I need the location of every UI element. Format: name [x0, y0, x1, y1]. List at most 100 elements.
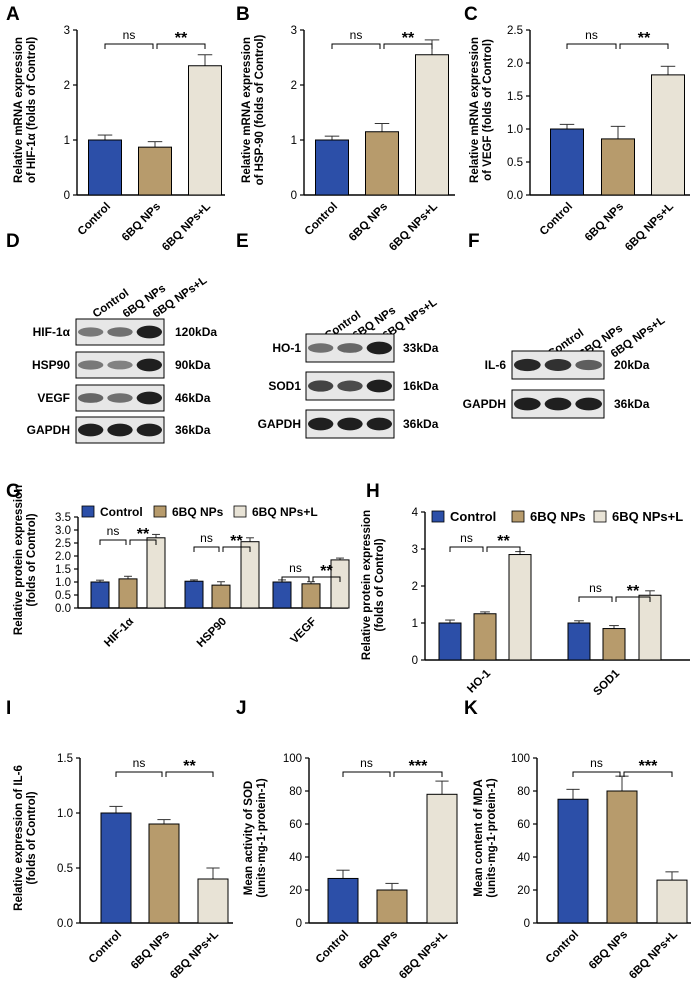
sig-label: **: [320, 563, 333, 580]
blot-band: [366, 379, 393, 393]
y-axis-title: Relative expression of IL-6(folds of Con…: [13, 765, 38, 911]
panel-letter-b: B: [236, 4, 250, 25]
blot-band: [308, 380, 334, 392]
y-axis-title-line: (folds of Control): [26, 513, 38, 606]
sig-bracket: [486, 546, 521, 552]
y-tick-label: 40: [289, 852, 302, 864]
blot-band: [575, 359, 603, 371]
chart-panel-k: 0 20 40 60 80 100 Mean content of MDA(units·mg…: [473, 753, 691, 982]
sig-bracket: [104, 43, 154, 49]
y-tick-label: 1.5: [55, 564, 71, 576]
bar: [138, 146, 172, 196]
sig-bracket: [572, 771, 621, 777]
blot-band: [366, 417, 393, 431]
x-tick-label: HO-1: [465, 667, 493, 695]
sig-bracket: [312, 576, 341, 582]
blot-band: [575, 397, 603, 411]
x-tick-label: 6BQ NPs: [357, 929, 400, 972]
blot-band: [107, 327, 133, 337]
y-axis-title-line: (units·mg-1·protein-1): [486, 778, 498, 898]
sig-label: ***: [409, 758, 428, 775]
sig-bracket: [393, 771, 443, 777]
sig-label: ns: [289, 561, 302, 575]
y-tick-label: 20: [517, 885, 530, 897]
blot-lane-label: 6BQ NPs+L: [609, 315, 667, 361]
sig-bracket: [566, 43, 617, 49]
panel-letter-j: J: [236, 698, 247, 719]
blot-row-label: HO-1: [272, 341, 301, 355]
x-tick-label: Control: [538, 201, 575, 238]
blot-band: [107, 423, 133, 437]
sig-bracket: [449, 546, 484, 552]
blot-band: [78, 393, 104, 403]
y-tick-label: 3.5: [55, 512, 71, 524]
sig-bracket: [281, 576, 310, 582]
legend-swatch: [593, 510, 607, 523]
x-tick-label: 6BQ NPs+L: [168, 929, 221, 982]
panel-letter-e: E: [236, 231, 249, 252]
y-axis-title: Mean activity of SOD(units·mg-1·protein-…: [243, 778, 268, 898]
sig-bracket: [129, 539, 157, 545]
blot-row-label: GAPDH: [27, 423, 70, 437]
bar: [415, 54, 449, 196]
y-tick-label: 2.5: [507, 25, 523, 37]
y-tick-label: 1: [412, 618, 418, 630]
y-tick-label: 20: [289, 885, 302, 897]
x-tick-label: 6BQ NPs+L: [160, 201, 213, 254]
bar: [656, 879, 688, 924]
blot-kda-label: 120kDa: [175, 325, 217, 339]
blot-row-label: GAPDH: [258, 417, 301, 431]
sig-label: ns: [360, 756, 373, 770]
blot-band: [107, 360, 133, 370]
blot-band: [308, 343, 334, 353]
sig-label: ns: [123, 28, 136, 42]
sig-label: **: [137, 526, 150, 543]
x-tick-label: 6BQ NPs+L: [623, 201, 676, 254]
y-tick-label: 1.0: [57, 808, 73, 820]
sig-label: ns: [590, 756, 603, 770]
y-axis-title-line: of HIF-1α (folds of Control): [26, 37, 38, 183]
bar: [211, 584, 231, 609]
bar: [272, 581, 292, 609]
sig-label: ns: [585, 28, 598, 42]
y-tick-label: 2.0: [55, 551, 71, 563]
bar: [301, 583, 321, 609]
sig-bracket: [331, 43, 381, 49]
y-axis-title-line: Mean activity of SOD: [243, 781, 255, 895]
bar: [438, 622, 462, 661]
panel-letter-f: F: [468, 231, 480, 252]
bar: [638, 594, 662, 661]
sig-label: ***: [639, 758, 658, 775]
sig-bracket: [383, 43, 433, 49]
sig-label: **: [402, 30, 415, 47]
sig-bracket: [165, 771, 214, 777]
y-tick-label: 2: [64, 80, 70, 92]
sig-bracket: [342, 771, 391, 777]
x-tick-label: Control: [544, 929, 581, 966]
legend-swatch: [81, 505, 95, 518]
sig-label: **: [230, 533, 243, 550]
y-tick-label: 0: [291, 190, 297, 202]
panel-letter-g: G: [6, 481, 21, 502]
sig-label: ns: [200, 531, 213, 545]
blot-band: [337, 380, 363, 392]
y-tick-label: 0.5: [507, 157, 523, 169]
y-axis-title: Mean content of MDA(units·mg-1·protein-1…: [473, 778, 498, 898]
sig-label: ns: [133, 756, 146, 770]
y-tick-label: 0.0: [507, 190, 523, 202]
legend-swatch: [431, 510, 445, 523]
y-tick-label: 4: [412, 507, 419, 519]
sig-label: ns: [350, 28, 363, 42]
chart-panel-g: 0.00.51.01.52.02.53.03.5 Relative protein…: [13, 485, 350, 650]
blot-kda-label: 16kDa: [403, 379, 439, 393]
y-tick-label: 2: [412, 581, 418, 593]
blot-row-label: GAPDH: [463, 397, 506, 411]
y-tick-label: 1: [64, 135, 70, 147]
y-tick-label: 60: [517, 819, 530, 831]
legend-label: 6BQ NPs+L: [612, 509, 683, 524]
y-axis-title-line: Relative mRNA expression: [469, 37, 481, 183]
sig-bracket: [222, 546, 251, 552]
y-tick-label: 80: [517, 786, 530, 798]
